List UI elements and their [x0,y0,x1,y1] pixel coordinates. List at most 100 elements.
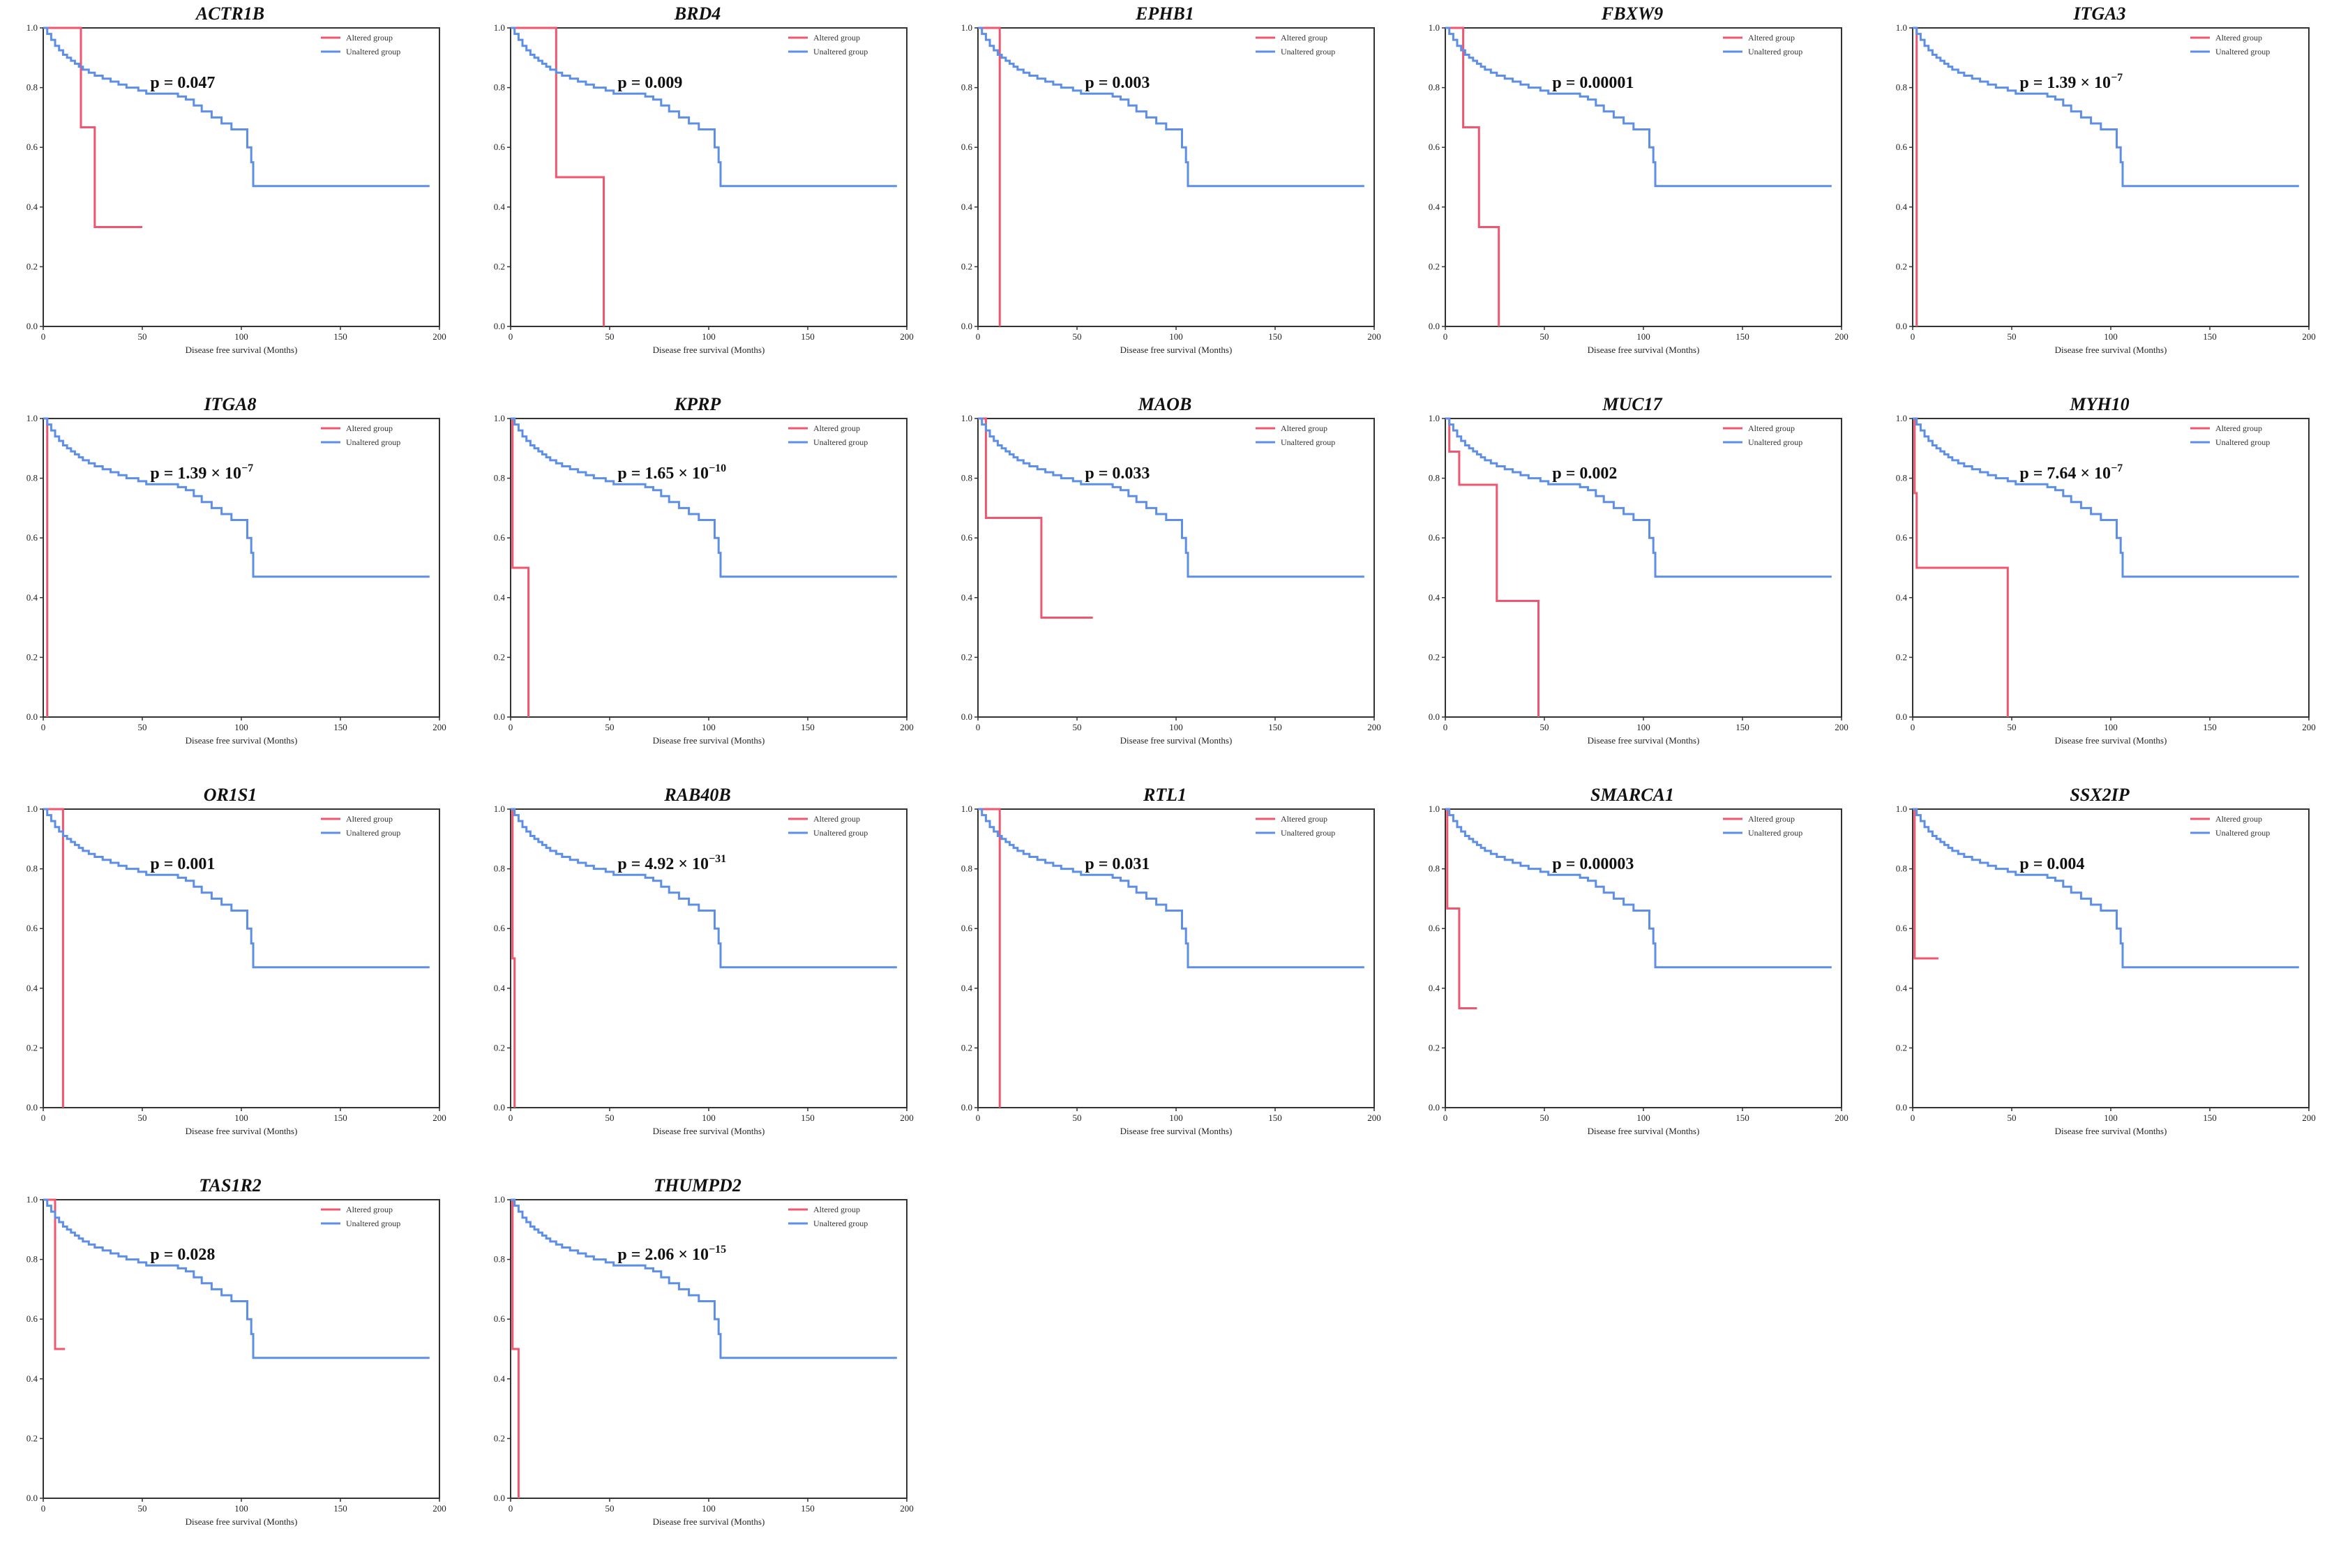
y-tick-label: 0.0 [494,1102,505,1113]
p-value-label: p = 0.031 [1085,855,1150,873]
x-axis-label: Disease free survival (Months) [1588,1126,1700,1136]
y-tick-label: 0.6 [961,142,973,152]
x-tick-label: 150 [333,722,347,732]
km-panel: BRD4 0.0 0.2 0.4 0.6 0.8 1.0 0 50 100 150 200 Disea… [474,0,921,377]
legend-label: Altered group [1748,814,1795,824]
km-chart-svg: 0.0 0.2 0.4 0.6 0.8 1.0 0 50 100 150 200 Disease fr… [961,22,1381,355]
x-tick-label: 0 [41,722,46,732]
y-tick-label: 0.2 [1429,1042,1440,1053]
km-panel: ITGA3 0.0 0.2 0.4 0.6 0.8 1.0 0 50 100 150 200 Dise… [1876,0,2323,377]
legend-label: Unaltered group [1748,47,1802,56]
x-tick-label: 200 [2302,722,2316,732]
x-tick-label: 200 [1835,722,1849,732]
altered-curve [1445,417,1539,717]
p-value-main: p = 0.00003 [1552,855,1634,873]
legend-label: Altered group [813,1205,860,1214]
altered-curve [978,417,1093,619]
x-tick-label: 200 [900,1113,914,1123]
plot-frame [977,418,1375,718]
legend-label: Altered group [346,423,393,433]
p-value-main: p = 0.002 [1552,465,1617,483]
legend-label: Unaltered group [2215,828,2270,838]
km-panel: ACTR1B 0.0 0.2 0.4 0.6 0.8 1.0 0 50 100 150 200 Dis… [7,0,453,377]
y-tick-label: 0.2 [1429,651,1440,662]
plot-frame [43,27,440,327]
km-panel: MUC17 0.0 0.2 0.4 0.6 0.8 1.0 0 50 100 150 200 Dise… [1409,391,1855,767]
km-chart-svg: 0.0 0.2 0.4 0.6 0.8 1.0 0 50 100 150 200 Disease fr… [27,413,446,746]
y-tick-label: 0.4 [494,1373,506,1384]
p-value-label: p = 0.004 [2019,855,2084,873]
x-tick-label: 200 [2302,1113,2316,1123]
km-panel: TAS1R2 0.0 0.2 0.4 0.6 0.8 1.0 0 50 100 150 200 Dis… [7,1172,453,1548]
y-tick-label: 1.0 [1429,804,1440,814]
km-panel: MAOB 0.0 0.2 0.4 0.6 0.8 1.0 0 50 100 150 200 Disea… [942,391,1388,767]
p-value-label: p = 0.003 [1085,74,1150,92]
x-tick-label: 100 [234,331,248,342]
y-tick-label: 0.0 [961,711,972,722]
legend-label: Altered group [1748,423,1795,433]
y-tick-label: 0.4 [961,202,973,212]
x-tick-label: 200 [2302,331,2316,342]
y-tick-label: 1.0 [27,22,38,33]
y-tick-label: 0.6 [961,923,973,933]
p-value-label: p = 2.06 × 10−15 [617,1244,726,1264]
y-tick-label: 0.2 [27,261,38,271]
p-value-main: p = 0.00001 [1552,74,1634,92]
x-axis-label: Disease free survival (Months) [1588,345,1700,355]
p-value-main: p = 7.64 × 10 [2019,465,2111,483]
x-tick-label: 150 [1268,1113,1282,1123]
x-tick-label: 50 [138,331,147,342]
km-panel: OR1S1 0.0 0.2 0.4 0.6 0.8 1.0 0 50 100 150 200 Dise… [7,781,453,1158]
legend-label: Unaltered group [813,437,868,447]
km-chart-svg: 0.0 0.2 0.4 0.6 0.8 1.0 0 50 100 150 200 Disease fr… [961,413,1381,746]
p-value-label: p = 1.65 × 10−10 [617,462,726,483]
unaltered-curve [1913,27,2299,188]
p-value-label: p = 0.033 [1085,465,1150,483]
y-tick-label: 0.8 [27,1254,38,1265]
x-tick-label: 150 [801,1113,815,1123]
x-tick-label: 0 [1911,1113,1915,1123]
x-tick-label: 200 [432,1113,446,1123]
x-tick-label: 0 [976,331,981,342]
x-tick-label: 0 [509,1113,513,1123]
plot-frame [1445,27,1842,327]
km-panel: RTL1 0.0 0.2 0.4 0.6 0.8 1.0 0 50 100 150 200 Disea… [942,781,1388,1158]
y-tick-label: 0.4 [961,592,973,603]
p-value-main: p = 1.65 × 10 [617,465,709,483]
km-panel: SSX2IP 0.0 0.2 0.4 0.6 0.8 1.0 0 50 100 150 200 Dis… [1876,781,2323,1158]
panel-title: BRD4 [674,3,721,24]
p-value-main: p = 0.009 [617,74,682,92]
y-tick-label: 0.0 [961,1102,972,1113]
y-tick-label: 0.8 [494,1254,505,1265]
x-tick-label: 100 [1169,1113,1183,1123]
y-tick-label: 0.4 [1896,592,1908,603]
km-panel: THUMPD2 0.0 0.2 0.4 0.6 0.8 1.0 0 50 100 150 200 Di… [474,1172,921,1548]
legend-label: Unaltered group [346,828,400,838]
km-chart-svg: 0.0 0.2 0.4 0.6 0.8 1.0 0 50 100 150 200 Disease fr… [494,22,914,355]
x-axis-label: Disease free survival (Months) [186,1126,298,1136]
x-tick-label: 150 [1268,331,1282,342]
y-tick-label: 0.2 [494,1433,505,1443]
y-tick-label: 0.4 [1896,202,1908,212]
x-axis-label: Disease free survival (Months) [653,345,765,355]
x-tick-label: 150 [801,722,815,732]
x-tick-label: 200 [1367,331,1381,342]
x-tick-label: 100 [1169,722,1183,732]
unaltered-curve [978,27,1364,188]
legend-label: Unaltered group [346,47,400,56]
p-value-main: p = 0.028 [150,1246,215,1264]
y-tick-label: 0.4 [27,202,38,212]
y-tick-label: 0.4 [494,202,506,212]
altered-curve [43,808,64,1108]
y-tick-label: 0.0 [494,711,505,722]
km-chart-svg: 0.0 0.2 0.4 0.6 0.8 1.0 0 50 100 150 200 Disease fr… [27,22,446,355]
y-tick-label: 0.6 [1429,532,1440,543]
unaltered-curve [43,1198,430,1359]
y-tick-label: 1.0 [494,413,505,423]
unaltered-curve [1913,417,2299,578]
x-tick-label: 200 [900,722,914,732]
y-tick-label: 0.6 [27,532,38,543]
x-tick-label: 150 [333,1503,347,1514]
y-tick-label: 0.6 [27,142,38,152]
x-tick-label: 0 [1443,331,1448,342]
